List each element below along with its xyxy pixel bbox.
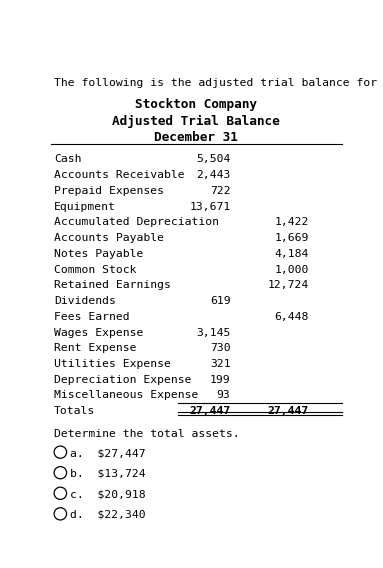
- Text: 4,184: 4,184: [275, 249, 309, 259]
- Text: 13,671: 13,671: [189, 202, 231, 211]
- Text: Adjusted Trial Balance: Adjusted Trial Balance: [113, 115, 280, 128]
- Text: Accounts Payable: Accounts Payable: [54, 233, 164, 243]
- Text: 27,447: 27,447: [189, 406, 231, 416]
- Text: Retained Earnings: Retained Earnings: [54, 280, 171, 290]
- Text: The following is the adjusted trial balance for Stockton Company.: The following is the adjusted trial bala…: [54, 78, 383, 88]
- Text: 93: 93: [217, 390, 231, 400]
- Text: Utilities Expense: Utilities Expense: [54, 359, 171, 369]
- Text: 1,000: 1,000: [275, 265, 309, 274]
- Text: Cash: Cash: [54, 154, 81, 164]
- Text: 619: 619: [210, 296, 231, 306]
- Text: 722: 722: [210, 186, 231, 196]
- Text: 5,504: 5,504: [196, 154, 231, 164]
- Text: 1,669: 1,669: [275, 233, 309, 243]
- Text: December 31: December 31: [154, 131, 238, 144]
- Text: 1,422: 1,422: [275, 218, 309, 227]
- Text: Fees Earned: Fees Earned: [54, 312, 129, 321]
- Text: Common Stock: Common Stock: [54, 265, 136, 274]
- Text: Depreciation Expense: Depreciation Expense: [54, 375, 192, 385]
- Text: 321: 321: [210, 359, 231, 369]
- Text: 730: 730: [210, 343, 231, 353]
- Text: Miscellaneous Expense: Miscellaneous Expense: [54, 390, 198, 400]
- Text: Wages Expense: Wages Expense: [54, 328, 143, 337]
- Text: 2,443: 2,443: [196, 170, 231, 180]
- Text: Notes Payable: Notes Payable: [54, 249, 143, 259]
- Text: 12,724: 12,724: [268, 280, 309, 290]
- Text: Determine the total assets.: Determine the total assets.: [54, 429, 239, 440]
- Text: Dividends: Dividends: [54, 296, 116, 306]
- Text: Totals: Totals: [54, 406, 95, 416]
- Text: Equipment: Equipment: [54, 202, 116, 211]
- Text: Stockton Company: Stockton Company: [135, 98, 257, 111]
- Text: 6,448: 6,448: [275, 312, 309, 321]
- Text: 27,447: 27,447: [268, 406, 309, 416]
- Text: Prepaid Expenses: Prepaid Expenses: [54, 186, 164, 196]
- Text: 199: 199: [210, 375, 231, 385]
- Text: b.  $13,724: b. $13,724: [70, 469, 146, 479]
- Text: d.  $22,340: d. $22,340: [70, 510, 146, 520]
- Text: Accumulated Depreciation: Accumulated Depreciation: [54, 218, 219, 227]
- Text: a.  $27,447: a. $27,447: [70, 448, 146, 458]
- Text: Accounts Receivable: Accounts Receivable: [54, 170, 185, 180]
- Text: Rent Expense: Rent Expense: [54, 343, 136, 353]
- Text: c.  $20,918: c. $20,918: [70, 490, 146, 499]
- Text: 3,145: 3,145: [196, 328, 231, 337]
